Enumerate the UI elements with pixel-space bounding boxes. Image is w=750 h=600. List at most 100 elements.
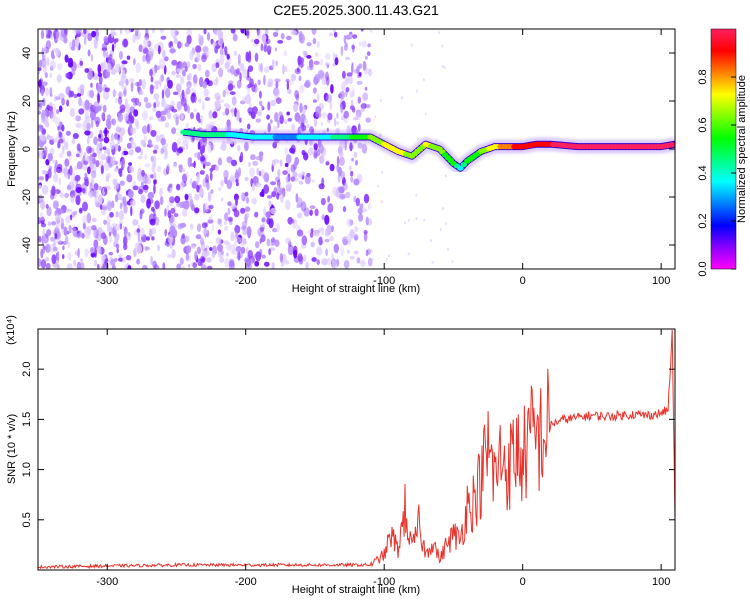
noise-speck	[230, 231, 235, 242]
noise-speck	[61, 254, 65, 260]
noise-speck	[109, 234, 112, 244]
noise-speck	[248, 167, 255, 178]
noise-speck	[186, 29, 192, 36]
noise-speck	[207, 265, 213, 269]
noise-speck	[214, 45, 219, 54]
noise-speck	[52, 48, 59, 52]
noise-speck	[54, 232, 58, 240]
noise-speck	[279, 114, 284, 125]
noise-speck	[91, 225, 97, 231]
noise-speck	[109, 50, 114, 57]
noise-speck	[325, 161, 330, 166]
noise-speck	[325, 93, 333, 103]
noise-speck	[349, 33, 354, 39]
noise-speck	[363, 193, 370, 204]
bottom-y-axis-label: SNR (10 * v/v)	[6, 414, 18, 484]
noise-speck	[180, 222, 187, 228]
noise-speck	[165, 103, 170, 109]
noise-speck	[75, 153, 80, 158]
noise-speck	[97, 137, 104, 142]
noise-speck	[199, 155, 206, 162]
noise-speck	[182, 265, 185, 269]
y-tick-label: 20	[21, 95, 33, 107]
noise-speck	[326, 257, 332, 266]
noise-speck	[220, 179, 224, 187]
noise-speck	[284, 65, 288, 73]
noise-speck	[61, 124, 65, 132]
noise-speck	[155, 65, 161, 70]
noise-speck	[50, 192, 55, 200]
noise-speck	[144, 163, 151, 168]
noise-speck	[334, 57, 339, 66]
noise-speck	[387, 254, 390, 258]
noise-speck	[83, 176, 89, 182]
noise-speck	[207, 142, 214, 153]
colorbar-tick-label: 0.4	[697, 165, 709, 180]
noise-speck	[189, 157, 192, 164]
noise-speck	[119, 29, 123, 35]
noise-speck	[106, 155, 111, 164]
noise-speck	[97, 247, 102, 254]
noise-speck	[365, 117, 371, 123]
noise-speck	[276, 184, 280, 195]
noise-speck	[73, 93, 78, 99]
noise-speck	[142, 54, 147, 63]
noise-speck	[214, 99, 221, 110]
noise-speck	[98, 194, 103, 205]
noise-speck	[104, 150, 110, 155]
noise-speck	[89, 153, 94, 165]
noise-speck	[290, 73, 297, 82]
noise-speck	[146, 198, 151, 209]
noise-speck	[240, 207, 246, 214]
noise-speck	[362, 92, 369, 101]
noise-speck	[324, 238, 330, 243]
noise-speck	[87, 166, 91, 175]
noise-speck	[117, 91, 124, 98]
noise-speck	[366, 51, 371, 56]
noise-speck	[115, 63, 122, 73]
noise-speck	[290, 164, 296, 173]
noise-speck	[423, 218, 426, 222]
noise-speck	[182, 173, 188, 184]
noise-speck	[324, 214, 330, 225]
noise-speck	[271, 159, 276, 167]
noise-speck	[233, 209, 240, 218]
noise-speck	[345, 86, 350, 93]
noise-speck	[196, 112, 201, 122]
noise-speck	[337, 186, 341, 190]
noise-speck	[326, 64, 330, 69]
noise-speck	[234, 236, 241, 244]
noise-speck	[202, 81, 208, 89]
noise-speck	[55, 116, 61, 127]
noise-speck	[340, 245, 344, 257]
bottom-x-axis: -300 -200 -100 0 100	[96, 329, 670, 588]
noise-speck	[60, 217, 64, 226]
noise-speck	[122, 38, 129, 48]
noise-speck	[272, 59, 275, 69]
noise-speck	[82, 201, 88, 212]
noise-speck	[132, 219, 139, 226]
noise-speck	[236, 111, 241, 122]
noise-speck	[160, 110, 167, 116]
noise-speck	[327, 203, 334, 214]
noise-speck	[106, 119, 112, 130]
noise-speck	[134, 118, 140, 127]
noise-speck	[201, 222, 207, 229]
noise-speck	[299, 84, 305, 94]
noise-speck	[190, 199, 194, 209]
noise-speck	[355, 197, 360, 207]
noise-speck	[91, 30, 97, 38]
noise-speck	[226, 105, 231, 109]
noise-speck	[75, 115, 82, 122]
noise-speck	[404, 221, 406, 225]
noise-speck	[69, 165, 73, 176]
noise-speck	[38, 217, 42, 224]
noise-speck	[185, 245, 192, 254]
noise-speck	[109, 211, 114, 218]
noise-speck	[161, 98, 166, 108]
noise-speck	[38, 184, 42, 190]
noise-speck	[254, 38, 260, 45]
x-tick-label: -100	[373, 275, 395, 287]
noise-speck	[280, 193, 284, 203]
noise-speck	[38, 257, 42, 268]
